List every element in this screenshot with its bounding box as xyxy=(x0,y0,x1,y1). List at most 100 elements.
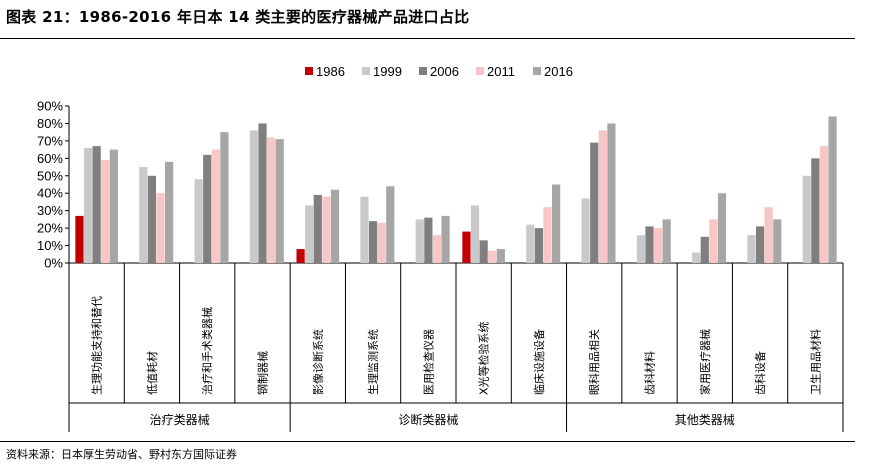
bar-1999-cat-4 xyxy=(305,205,314,263)
bar-2006-cat-7 xyxy=(479,240,488,263)
bar-2011-cat-7 xyxy=(488,250,497,263)
bar-2016-cat-4 xyxy=(330,189,340,263)
category-label-2: 治疗和手术类器械 xyxy=(200,307,214,395)
bar-2011-cat-2 xyxy=(211,149,220,263)
bar-2016-cat-3 xyxy=(275,139,284,263)
bar-2006-cat-6 xyxy=(424,217,433,263)
category-label-1: 低值耗材 xyxy=(145,351,159,395)
bar-1999-cat-13 xyxy=(802,175,811,263)
bar-2011-cat-1 xyxy=(156,193,165,263)
bar-2011-cat-3 xyxy=(267,137,276,263)
y-tick-label: 80% xyxy=(37,116,63,131)
bar-2016-cat-7 xyxy=(496,249,505,263)
source-note: 资料来源：日本厚生劳动省、野村东方国际证券 xyxy=(6,448,237,461)
bar-2016-cat-10 xyxy=(662,219,671,263)
bar-1999-cat-12 xyxy=(747,235,756,263)
category-label-12: 齿科设备 xyxy=(753,351,767,395)
bar-2011-cat-4 xyxy=(322,196,331,263)
bar-2016-cat-12 xyxy=(773,219,782,263)
bar-2006-cat-2 xyxy=(203,154,212,263)
category-label-13: 卫生用品材料 xyxy=(808,329,822,395)
bar-2006-cat-4 xyxy=(313,194,322,263)
bar-1999-cat-2 xyxy=(194,179,203,263)
bar-2006-cat-12 xyxy=(755,226,765,263)
group-label-0: 治疗类器械 xyxy=(150,412,210,427)
bar-2006-cat-9 xyxy=(590,142,599,263)
bar-1999-cat-5 xyxy=(360,196,369,263)
bar-2011-cat-8 xyxy=(543,207,552,263)
category-label-0: 生理功能支持和替代 xyxy=(90,296,104,395)
bar-1999-cat-0 xyxy=(83,147,93,263)
legend-swatch-2006 xyxy=(419,67,427,75)
bar-1986-cat-0 xyxy=(75,215,84,263)
legend-label-1986: 1986 xyxy=(316,64,345,79)
top-rule xyxy=(0,38,855,39)
group-label-2: 其他类器械 xyxy=(675,412,735,427)
bar-2006-cat-8 xyxy=(534,228,544,263)
bar-2011-cat-9 xyxy=(598,130,607,263)
y-tick-label: 0% xyxy=(44,256,63,271)
bar-2016-cat-13 xyxy=(828,116,837,263)
bar-2016-cat-1 xyxy=(165,161,174,263)
bar-2006-cat-13 xyxy=(811,158,820,263)
bottom-rule xyxy=(0,441,855,442)
bar-1999-cat-7 xyxy=(470,205,480,263)
bar-2016-cat-11 xyxy=(717,193,727,263)
bar-1999-cat-3 xyxy=(249,130,258,263)
bar-2011-cat-10 xyxy=(654,228,663,263)
category-label-7: X光等检验系统 xyxy=(477,321,491,395)
legend-swatch-1999 xyxy=(362,67,370,75)
bar-2006-cat-10 xyxy=(645,226,654,263)
y-tick-label: 50% xyxy=(37,168,63,183)
bar-2011-cat-11 xyxy=(709,219,718,263)
category-label-8: 临床设施设备 xyxy=(532,329,546,395)
y-tick-label: 40% xyxy=(37,186,63,201)
bar-2006-cat-5 xyxy=(368,221,378,263)
bar-2011-cat-12 xyxy=(764,207,773,263)
bar-2016-cat-5 xyxy=(386,186,395,263)
category-label-4: 影像诊断系统 xyxy=(311,329,325,395)
bar-2016-cat-2 xyxy=(220,132,229,263)
legend-swatch-2016 xyxy=(533,67,541,75)
bar-2006-cat-11 xyxy=(700,236,709,263)
category-label-5: 生理监测系统 xyxy=(366,329,380,395)
bar-2016-cat-9 xyxy=(607,123,616,263)
y-tick-label: 60% xyxy=(37,151,63,166)
category-label-9: 眼科用品相关 xyxy=(587,329,601,395)
y-tick-label: 10% xyxy=(37,238,63,253)
y-tick-label: 90% xyxy=(37,99,63,114)
category-label-10: 齿科材料 xyxy=(643,351,657,395)
legend-label-2006: 2006 xyxy=(430,64,459,79)
bar-1999-cat-11 xyxy=(692,252,701,263)
import-share-bar-chart: 1986 1999 2006 2011 2016 0% 10% 20% 30% 40% 50% 60%… xyxy=(37,64,844,432)
bar-2016-cat-8 xyxy=(552,184,561,263)
bar-1999-cat-8 xyxy=(526,224,535,263)
bar-2006-cat-3 xyxy=(258,123,267,263)
legend-label-2011: 2011 xyxy=(487,64,515,79)
bar-2016-cat-0 xyxy=(109,149,118,263)
legend-label-2016: 2016 xyxy=(544,64,573,79)
bar-1999-cat-9 xyxy=(581,198,590,263)
bar-2006-cat-1 xyxy=(147,175,157,263)
legend-label-1999: 1999 xyxy=(373,64,402,79)
y-tick-label: 20% xyxy=(37,221,63,236)
legend-swatch-1986 xyxy=(305,67,313,75)
bar-1999-cat-10 xyxy=(636,235,645,263)
y-tick-label: 30% xyxy=(37,203,63,218)
bar-1999-cat-1 xyxy=(139,167,148,263)
bar-1999-cat-6 xyxy=(415,219,424,263)
category-label-11: 家用医疗器械 xyxy=(698,329,712,395)
bar-2016-cat-6 xyxy=(441,215,450,263)
bar-1986-cat-7 xyxy=(462,231,471,263)
chart-title: 图表 21：1986-2016 年日本 14 类主要的医疗器械产品进口占比 xyxy=(6,8,470,26)
category-label-6: 医用检查仪器 xyxy=(421,329,435,395)
group-label-1: 诊断类器械 xyxy=(398,412,458,427)
bar-2011-cat-0 xyxy=(101,160,110,263)
bar-1986-cat-4 xyxy=(296,249,305,263)
y-tick-label: 70% xyxy=(37,133,63,148)
bar-2011-cat-13 xyxy=(819,146,829,263)
bar-2006-cat-0 xyxy=(92,146,101,263)
bar-2011-cat-6 xyxy=(432,235,442,263)
bar-2011-cat-5 xyxy=(377,222,386,263)
legend-swatch-2011 xyxy=(476,67,484,75)
